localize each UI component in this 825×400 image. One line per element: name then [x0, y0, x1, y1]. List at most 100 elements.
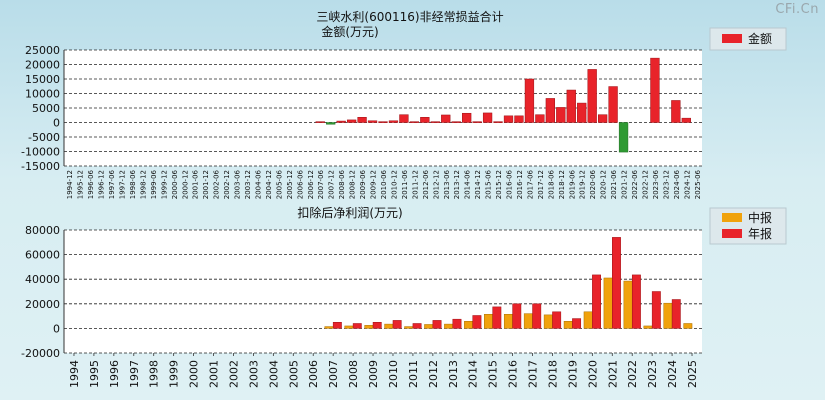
- annual-bar-2020: [592, 274, 601, 329]
- top-xtick-label: 2022-06: [631, 169, 639, 199]
- bottom-xtick-label: 2006: [307, 360, 320, 388]
- top-xtick-label: 1994-12: [66, 170, 74, 199]
- bottom-xtick-label: 2008: [347, 360, 360, 388]
- top-xtick-label: 2007-06: [317, 169, 325, 199]
- top-xtick-label: 1997-06: [108, 169, 116, 199]
- bottom-xtick-label: 1998: [148, 360, 161, 388]
- top-xtick-label: 2012-12: [432, 170, 440, 199]
- top-xtick-label: 2009-12: [370, 170, 378, 199]
- interim-bar-2022: [623, 280, 633, 329]
- top-bar-2015-06: [482, 112, 493, 123]
- bottom-chart-title: 扣除后净利润(万元): [297, 205, 402, 220]
- interim-bar-2010: [384, 323, 394, 329]
- bottom-xtick-label: 2020: [586, 360, 599, 388]
- top-xtick-label: 2018-06: [547, 169, 555, 199]
- annual-bar-2011: [412, 323, 422, 329]
- top-xtick-label: 2006-12: [307, 170, 315, 199]
- annual-bar-2018: [552, 311, 562, 329]
- bottom-xtick-label: 1995: [88, 360, 101, 388]
- top-ytick-label: 10000: [25, 88, 60, 101]
- interim-bar-2017: [523, 313, 533, 329]
- bottom-xtick-label: 2001: [208, 360, 221, 388]
- bottom-xtick-label: 2015: [487, 360, 500, 388]
- interim-bar-2024: [663, 302, 673, 329]
- bottom-xtick-label: 2007: [327, 360, 340, 388]
- top-xtick-label: 2004-12: [265, 170, 273, 199]
- bottom-xtick-label: 2019: [566, 360, 579, 388]
- annual-bar-2015: [492, 306, 502, 329]
- top-xtick-label: 2019-06: [568, 169, 576, 199]
- legend-swatch-amount: [722, 34, 742, 43]
- top-xtick-label: 1999-06: [150, 169, 158, 199]
- top-xtick-label: 2001-06: [192, 169, 200, 199]
- top-ytick-label: 20000: [25, 59, 60, 72]
- annual-bar-2010: [392, 320, 402, 329]
- annual-bar-2016: [512, 303, 522, 329]
- interim-bar-2007: [324, 326, 334, 329]
- annual-bar-2022: [631, 274, 641, 329]
- top-bar-2017-12: [535, 114, 545, 123]
- top-xtick-label: 1999-12: [160, 170, 168, 199]
- top-xtick-label: 2021-12: [621, 170, 629, 199]
- bottom-xtick-label: 2011: [407, 360, 420, 388]
- bottom-ytick-label: 20000: [25, 298, 60, 311]
- interim-bar-2019: [563, 321, 573, 329]
- top-bar-2021-12: [618, 122, 629, 153]
- interim-bar-2011: [404, 326, 414, 329]
- annual-bar-2017: [532, 303, 542, 329]
- interim-bar-2023: [643, 325, 653, 329]
- top-ytick-label: -10000: [21, 146, 60, 159]
- top-xtick-label: 2011-06: [401, 169, 409, 199]
- top-xtick-label: 2021-06: [610, 169, 618, 199]
- legend-label-interim: 中报: [748, 210, 772, 225]
- top-bar-2008-06: [336, 120, 346, 123]
- top-bar-2024-12: [681, 117, 691, 123]
- top-ytick-label: 25000: [25, 44, 60, 57]
- top-chart-subtitle: 金额(万元): [321, 24, 378, 39]
- bottom-xtick-label: 1999: [168, 360, 181, 388]
- top-bar-2020-12: [597, 114, 608, 123]
- top-xtick-label: 2023-06: [652, 169, 660, 199]
- legend-label-amount: 金额: [748, 31, 772, 46]
- interim-bar-2014: [464, 321, 473, 329]
- top-bar-2011-12: [409, 121, 420, 123]
- top-bar-2018-12: [556, 107, 566, 123]
- top-xtick-label: 2018-12: [558, 170, 566, 199]
- top-xtick-label: 2017-06: [526, 169, 534, 199]
- top-xtick-label: 2014-12: [474, 170, 482, 199]
- annual-bar-2023: [651, 291, 661, 329]
- top-chart: 三峡水利(600116)非经常损益合计 金额(万元) 25000 20000150…: [21, 9, 787, 199]
- top-bar-2013-06: [441, 114, 451, 123]
- top-bar-2012-12: [430, 121, 440, 123]
- annual-bar-2012: [432, 320, 442, 329]
- top-bar-2015-12: [493, 121, 503, 123]
- top-xtick-label: 2014-06: [464, 169, 472, 199]
- top-xtick-label: 2001-12: [202, 170, 210, 199]
- top-xtick-label: 1996-06: [87, 169, 95, 199]
- top-xtick-label: 2010-06: [380, 169, 388, 199]
- bottom-xtick-label: 2017: [527, 360, 540, 388]
- bottom-xtick-label: 2012: [427, 360, 440, 388]
- interim-bar-2021: [603, 277, 613, 329]
- top-xtick-label: 2013-12: [453, 170, 461, 199]
- top-xtick-label: 2024-06: [673, 169, 681, 199]
- top-bar-2024-06: [671, 100, 681, 123]
- top-xtick-label: 2002-06: [213, 169, 221, 199]
- top-bar-2016-06: [503, 115, 514, 123]
- bottom-xtick-label: 1997: [128, 360, 141, 388]
- top-xtick-label: 2016-06: [506, 169, 514, 199]
- top-bar-2023-06: [650, 57, 660, 123]
- top-xtick-label: 1997-12: [119, 170, 127, 199]
- interim-bar-2013: [444, 323, 454, 329]
- bottom-ytick-label: 40000: [25, 273, 60, 286]
- top-xtick-label: 2010-12: [390, 170, 398, 199]
- top-bar-2008-12: [346, 119, 357, 123]
- bottom-xtick-label: 2004: [267, 360, 280, 388]
- top-ytick-label: 15000: [25, 73, 60, 86]
- annual-bar-2019: [572, 318, 582, 329]
- bottom-legend: 中报 年报: [709, 207, 787, 245]
- top-bar-2010-06: [378, 121, 388, 123]
- top-xtick-label: 2003-06: [234, 169, 242, 199]
- legend-label-annual: 年报: [748, 226, 772, 241]
